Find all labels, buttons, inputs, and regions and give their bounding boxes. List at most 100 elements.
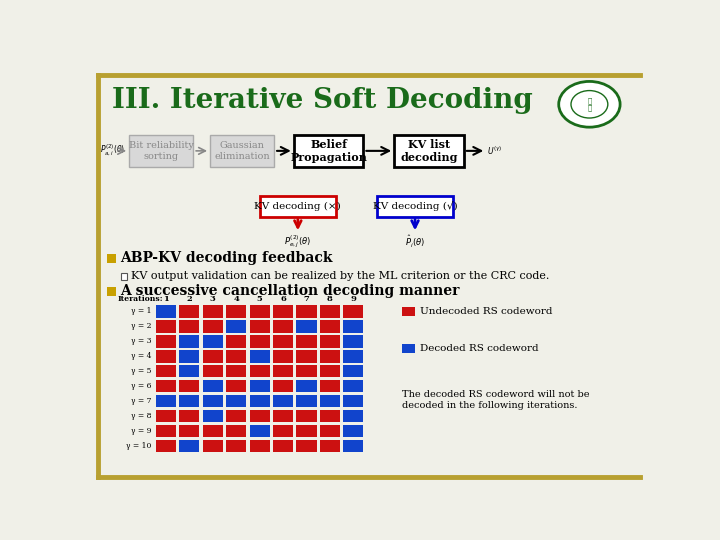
Text: Iterations:: Iterations:: [118, 295, 163, 303]
Text: Belief
Propagation: Belief Propagation: [290, 139, 367, 163]
FancyBboxPatch shape: [226, 305, 246, 318]
Text: γ = 3: γ = 3: [131, 338, 151, 345]
FancyBboxPatch shape: [273, 425, 293, 437]
FancyBboxPatch shape: [107, 287, 116, 296]
FancyBboxPatch shape: [394, 136, 464, 167]
FancyBboxPatch shape: [320, 440, 340, 453]
FancyBboxPatch shape: [250, 365, 270, 377]
FancyBboxPatch shape: [179, 440, 199, 453]
FancyBboxPatch shape: [250, 395, 270, 407]
FancyBboxPatch shape: [179, 410, 199, 422]
Text: γ = 4: γ = 4: [131, 352, 151, 360]
FancyBboxPatch shape: [226, 425, 246, 437]
FancyBboxPatch shape: [297, 440, 317, 453]
FancyBboxPatch shape: [297, 380, 317, 393]
FancyBboxPatch shape: [203, 320, 222, 333]
FancyBboxPatch shape: [179, 350, 199, 362]
FancyBboxPatch shape: [250, 305, 270, 318]
FancyBboxPatch shape: [203, 410, 222, 422]
FancyBboxPatch shape: [297, 425, 317, 437]
FancyBboxPatch shape: [294, 136, 364, 167]
Text: III. Iterative Soft Decoding: III. Iterative Soft Decoding: [112, 86, 533, 113]
FancyBboxPatch shape: [156, 365, 176, 377]
Circle shape: [559, 82, 620, 127]
Text: 中
山: 中 山: [588, 97, 592, 111]
Text: 1: 1: [163, 295, 168, 303]
FancyBboxPatch shape: [343, 350, 364, 362]
Text: $U^{(\gamma)}$: $U^{(\gamma)}$: [487, 145, 503, 157]
Text: KV decoding (×): KV decoding (×): [254, 201, 341, 211]
FancyBboxPatch shape: [226, 380, 246, 393]
FancyBboxPatch shape: [297, 350, 317, 362]
FancyBboxPatch shape: [156, 305, 176, 318]
FancyBboxPatch shape: [210, 136, 274, 167]
Text: γ = 10: γ = 10: [126, 442, 151, 450]
FancyBboxPatch shape: [226, 410, 246, 422]
FancyBboxPatch shape: [297, 320, 317, 333]
FancyBboxPatch shape: [179, 395, 199, 407]
FancyBboxPatch shape: [273, 365, 293, 377]
Text: $\hat{P}_i(\theta)$: $\hat{P}_i(\theta)$: [405, 233, 425, 249]
Text: KV list
decoding: KV list decoding: [400, 139, 458, 163]
Text: Gaussian
elimination: Gaussian elimination: [215, 141, 270, 161]
FancyBboxPatch shape: [156, 350, 176, 362]
Text: 3: 3: [210, 295, 215, 303]
FancyBboxPatch shape: [343, 425, 364, 437]
FancyBboxPatch shape: [297, 410, 317, 422]
FancyBboxPatch shape: [273, 440, 293, 453]
FancyBboxPatch shape: [273, 395, 293, 407]
FancyBboxPatch shape: [320, 305, 340, 318]
FancyBboxPatch shape: [320, 320, 340, 333]
Text: $P_{a,i}^{(2)}(\theta)$: $P_{a,i}^{(2)}(\theta)$: [100, 143, 125, 158]
FancyBboxPatch shape: [226, 320, 246, 333]
FancyBboxPatch shape: [156, 425, 176, 437]
FancyBboxPatch shape: [203, 425, 222, 437]
FancyBboxPatch shape: [179, 320, 199, 333]
FancyBboxPatch shape: [156, 335, 176, 348]
FancyBboxPatch shape: [343, 335, 364, 348]
Text: ABP-KV decoding feedback: ABP-KV decoding feedback: [120, 251, 333, 265]
FancyBboxPatch shape: [179, 380, 199, 393]
FancyBboxPatch shape: [226, 440, 246, 453]
FancyBboxPatch shape: [273, 320, 293, 333]
FancyBboxPatch shape: [320, 425, 340, 437]
FancyBboxPatch shape: [297, 365, 317, 377]
Text: γ = 6: γ = 6: [131, 382, 151, 390]
FancyBboxPatch shape: [203, 335, 222, 348]
FancyBboxPatch shape: [343, 305, 364, 318]
FancyBboxPatch shape: [273, 410, 293, 422]
FancyBboxPatch shape: [203, 350, 222, 362]
FancyBboxPatch shape: [250, 350, 270, 362]
FancyBboxPatch shape: [121, 273, 127, 280]
FancyBboxPatch shape: [226, 350, 246, 362]
FancyBboxPatch shape: [320, 335, 340, 348]
Text: $P_{e,j}^{(2)}(\theta)$: $P_{e,j}^{(2)}(\theta)$: [284, 233, 312, 249]
Text: γ = 8: γ = 8: [131, 412, 151, 420]
FancyBboxPatch shape: [260, 196, 336, 217]
FancyBboxPatch shape: [402, 344, 415, 353]
FancyBboxPatch shape: [156, 395, 176, 407]
Text: The decoded RS codeword will not be
decoded in the following iterations.: The decoded RS codeword will not be deco…: [402, 390, 590, 410]
FancyBboxPatch shape: [203, 365, 222, 377]
Text: 7: 7: [304, 295, 310, 303]
Text: γ = 9: γ = 9: [131, 427, 151, 435]
FancyBboxPatch shape: [129, 136, 193, 167]
FancyBboxPatch shape: [179, 305, 199, 318]
FancyBboxPatch shape: [320, 380, 340, 393]
Text: KV decoding (√): KV decoding (√): [373, 201, 457, 211]
FancyBboxPatch shape: [179, 425, 199, 437]
Text: 8: 8: [327, 295, 333, 303]
Text: 4: 4: [233, 295, 239, 303]
Text: 2: 2: [186, 295, 192, 303]
FancyBboxPatch shape: [250, 335, 270, 348]
FancyBboxPatch shape: [226, 365, 246, 377]
Text: A successive cancellation decoding manner: A successive cancellation decoding manne…: [120, 285, 459, 299]
FancyBboxPatch shape: [297, 395, 317, 407]
Text: KV output validation can be realized by the ML criterion or the CRC code.: KV output validation can be realized by …: [131, 271, 549, 281]
FancyBboxPatch shape: [320, 365, 340, 377]
FancyBboxPatch shape: [273, 380, 293, 393]
Text: γ = 1: γ = 1: [131, 307, 151, 315]
FancyBboxPatch shape: [320, 395, 340, 407]
Text: 6: 6: [280, 295, 286, 303]
FancyBboxPatch shape: [320, 350, 340, 362]
